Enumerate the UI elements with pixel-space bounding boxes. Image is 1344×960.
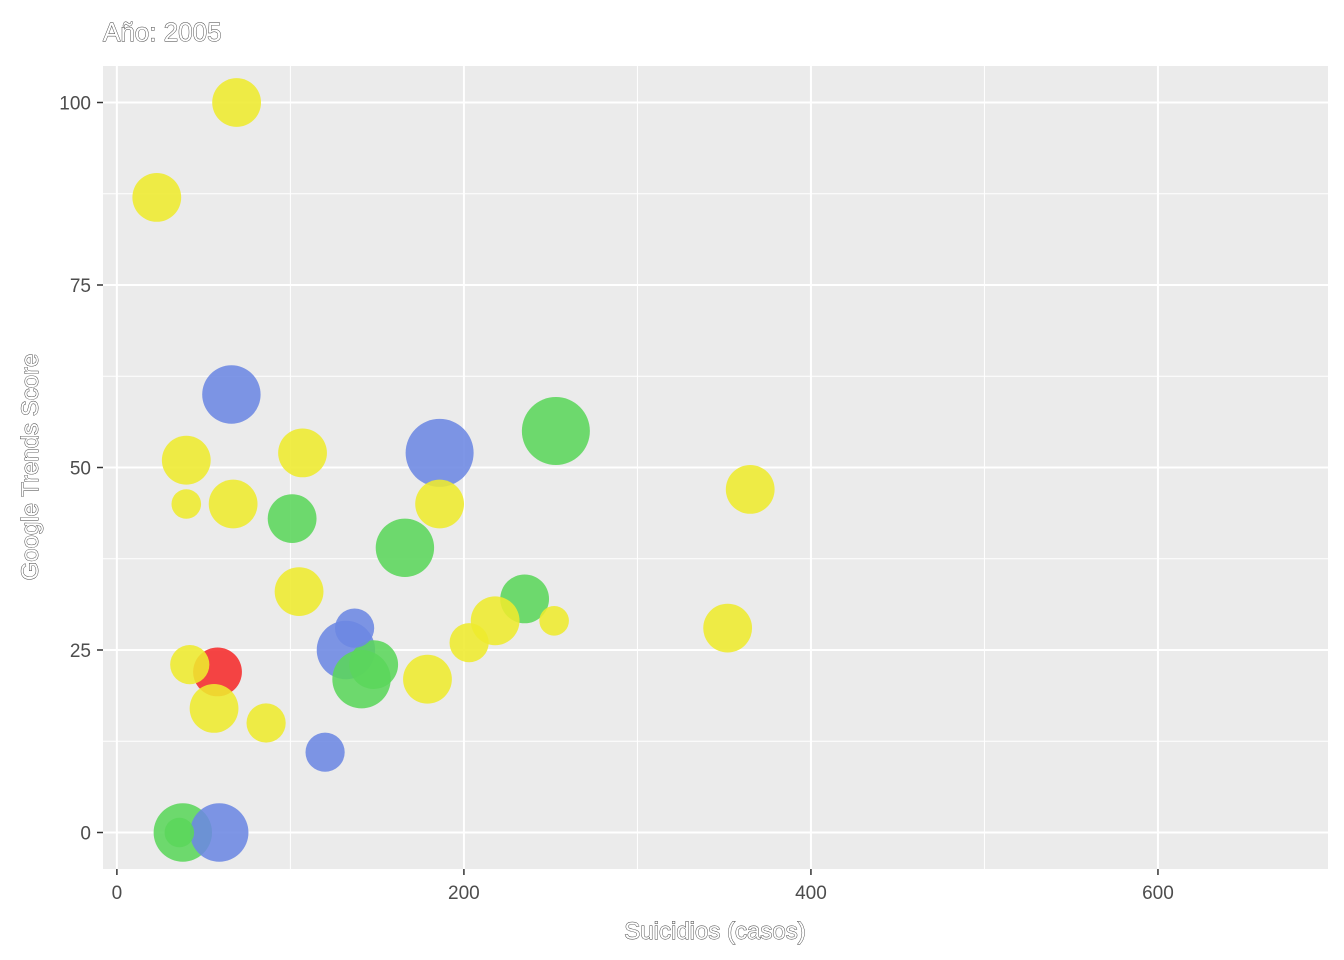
data-point xyxy=(725,465,775,514)
y-tick-label: 50 xyxy=(70,459,91,480)
data-point xyxy=(267,494,317,543)
x-axis-title: Suicidios (casos) xyxy=(624,918,805,945)
data-point xyxy=(375,518,435,577)
data-point xyxy=(403,654,452,704)
data-point xyxy=(170,645,210,685)
axis-ticks xyxy=(97,101,1159,875)
data-point xyxy=(189,684,239,733)
data-point xyxy=(521,397,590,465)
data-point xyxy=(208,479,258,529)
data-point xyxy=(161,435,211,485)
data-point xyxy=(132,173,182,222)
x-tick-label: 200 xyxy=(448,883,480,904)
data-point xyxy=(305,732,345,772)
data-point xyxy=(274,567,324,616)
data-point xyxy=(246,703,286,743)
data-point xyxy=(349,640,399,689)
data-point xyxy=(190,803,249,862)
major-gridlines xyxy=(103,66,1328,869)
data-point xyxy=(171,489,202,519)
data-point xyxy=(415,479,465,529)
y-tick-labels: 0 25 50 75 100 xyxy=(59,94,91,845)
data-point xyxy=(703,603,753,653)
data-point xyxy=(278,428,327,478)
y-tick-label: 75 xyxy=(70,276,91,297)
y-tick-label: 100 xyxy=(59,94,91,115)
y-tick-label: 0 xyxy=(80,824,91,845)
data-point xyxy=(212,78,262,127)
y-axis-title: Google Trends Score xyxy=(17,354,44,581)
data-point xyxy=(449,623,489,663)
x-tick-label: 400 xyxy=(795,883,827,904)
data-point xyxy=(202,365,261,424)
x-tick-labels: 0 200 400 600 xyxy=(112,883,1174,904)
data-point xyxy=(405,418,474,487)
x-tick-label: 600 xyxy=(1142,883,1174,904)
x-tick-label: 0 xyxy=(112,883,123,904)
y-tick-label: 25 xyxy=(70,641,91,662)
data-point xyxy=(334,608,375,648)
data-point xyxy=(539,606,569,636)
chart-title: Año: 2005 xyxy=(103,17,222,47)
data-point xyxy=(164,817,195,848)
data-points xyxy=(132,78,775,862)
